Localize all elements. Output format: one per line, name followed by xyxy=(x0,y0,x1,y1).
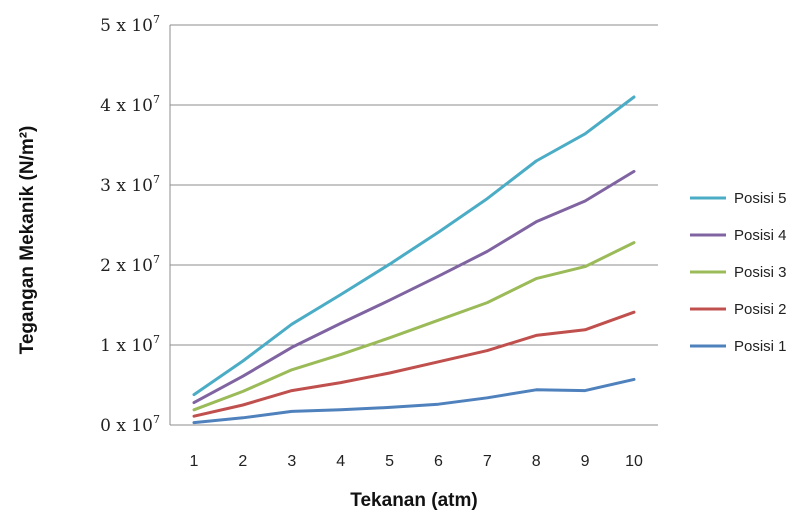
x-tick-label: 1 xyxy=(190,453,199,470)
legend-label: Posisi 2 xyxy=(734,301,787,318)
legend-label: Posisi 1 xyxy=(734,338,787,355)
y-axis-label: Tegangan Mekanik (N/m²) xyxy=(17,126,38,355)
x-tick-label: 10 xyxy=(625,453,643,470)
series-lines xyxy=(192,95,636,425)
series-line-posisi-4 xyxy=(192,169,636,405)
y-tick-label: 2 x 107 xyxy=(100,253,160,276)
legend: Posisi 5 Posisi 4 Posisi 3 Posisi 2 Posisi 1 xyxy=(690,190,787,355)
x-tick-label: 5 xyxy=(385,453,394,470)
x-tick-label: 9 xyxy=(581,453,590,470)
y-tick-labels: 0 x 107 1 x 107 2 x 107 3 x 107 4 x 107 5 x 1… xyxy=(100,13,160,436)
x-tick-labels: 1 2 3 4 5 6 7 8 9 10 xyxy=(190,453,643,470)
series-line-posisi-5 xyxy=(192,95,636,397)
legend-label: Posisi 3 xyxy=(734,264,787,281)
x-axis-label: Tekanan (atm) xyxy=(350,490,477,511)
series-line-posisi-2 xyxy=(192,310,636,418)
legend-label: Posisi 5 xyxy=(734,190,787,207)
x-tick-label: 3 xyxy=(287,453,296,470)
legend-label: Posisi 4 xyxy=(734,227,787,244)
x-tick-label: 8 xyxy=(532,453,541,470)
x-tick-label: 2 xyxy=(238,453,247,470)
x-tick-label: 6 xyxy=(434,453,443,470)
series-line-posisi-1 xyxy=(192,377,636,425)
y-tick-label: 5 x 107 xyxy=(100,13,160,36)
gridlines xyxy=(170,24,658,346)
series-line-posisi-3 xyxy=(192,241,636,412)
y-tick-label: 4 x 107 xyxy=(100,93,160,116)
axes xyxy=(169,25,658,426)
x-tick-label: 4 xyxy=(336,453,345,470)
x-tick-label: 7 xyxy=(483,453,492,470)
y-tick-label: 1 x 107 xyxy=(100,333,160,356)
y-tick-label: 0 x 107 xyxy=(100,413,160,436)
y-tick-label: 3 x 107 xyxy=(100,173,160,196)
